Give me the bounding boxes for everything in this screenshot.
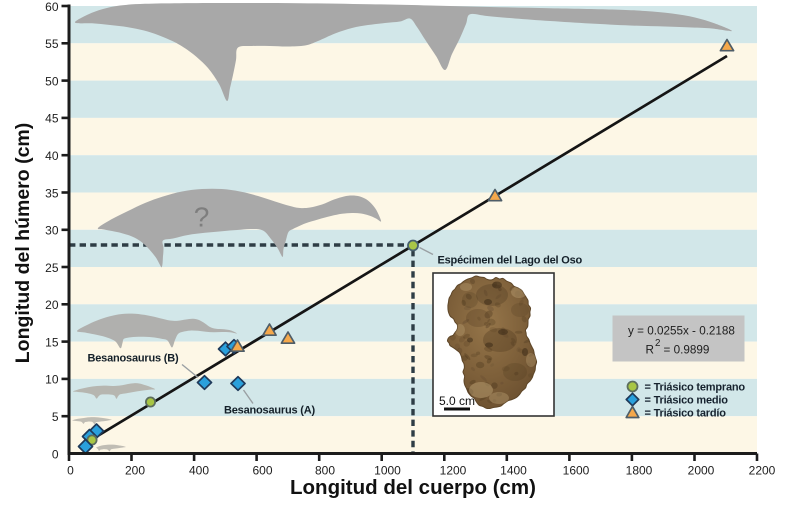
svg-text:200: 200	[125, 464, 145, 478]
svg-text:40: 40	[45, 149, 59, 163]
svg-text:400: 400	[189, 464, 209, 478]
svg-text:2: 2	[655, 338, 660, 349]
svg-text:y = 0.0255x - 0.2188: y = 0.0255x - 0.2188	[628, 325, 735, 338]
svg-text:2200: 2200	[749, 464, 776, 478]
svg-text:30: 30	[45, 224, 59, 238]
svg-text:1800: 1800	[626, 464, 653, 478]
svg-text:55: 55	[45, 37, 59, 51]
svg-text:5: 5	[52, 410, 59, 424]
svg-text:0: 0	[52, 447, 59, 461]
svg-text:1400: 1400	[500, 464, 527, 478]
svg-text:60: 60	[45, 0, 59, 14]
svg-text:35: 35	[45, 186, 59, 200]
svg-text:0: 0	[67, 464, 74, 478]
svg-text:= Triásico tardío: = Triásico tardío	[645, 408, 727, 420]
svg-text:600: 600	[252, 464, 272, 478]
svg-text:Besanosaurus (B): Besanosaurus (B)	[88, 353, 179, 365]
svg-text:800: 800	[315, 464, 335, 478]
svg-text:Longitud del cuerpo (cm): Longitud del cuerpo (cm)	[290, 476, 536, 499]
svg-text:Espécimen del Lago del Oso: Espécimen del Lago del Oso	[438, 255, 583, 267]
svg-text:20: 20	[45, 298, 59, 312]
svg-text:10: 10	[45, 373, 59, 387]
svg-text:Longitud del húmero (cm): Longitud del húmero (cm)	[12, 123, 34, 363]
svg-text:5.0 cm: 5.0 cm	[439, 394, 475, 408]
svg-text:1200: 1200	[440, 464, 467, 478]
svg-text:R: R	[646, 344, 654, 357]
svg-text:= Triásico medio: = Triásico medio	[645, 395, 729, 407]
svg-text:= 0.9899: = 0.9899	[664, 344, 710, 357]
svg-text:Besanosaurus (A): Besanosaurus (A)	[224, 405, 315, 417]
svg-text:45: 45	[45, 112, 59, 126]
svg-text:25: 25	[45, 261, 59, 275]
svg-text:= Triásico temprano: = Triásico temprano	[645, 382, 746, 394]
svg-text:15: 15	[45, 335, 59, 349]
svg-text:50: 50	[45, 74, 59, 88]
svg-text:1600: 1600	[563, 464, 590, 478]
svg-text:2000: 2000	[688, 464, 715, 478]
svg-text:?: ?	[194, 202, 210, 233]
svg-text:1000: 1000	[374, 464, 401, 478]
